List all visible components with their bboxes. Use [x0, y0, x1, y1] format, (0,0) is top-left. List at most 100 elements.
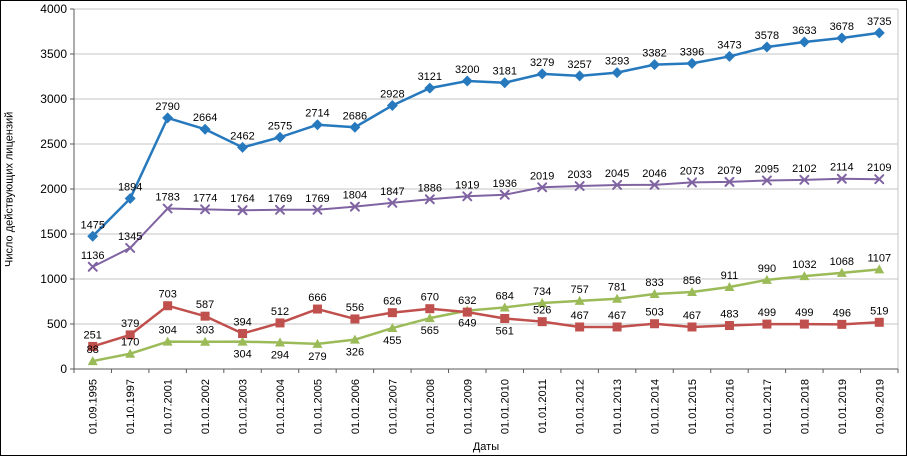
- series-line-green-triangle: [91, 268, 881, 363]
- y-tick-label: 4000: [40, 2, 67, 16]
- data-label: 1783: [155, 192, 179, 204]
- marker-diamond: [162, 112, 174, 124]
- x-tick-label: 01.01.2010: [500, 379, 512, 434]
- data-label: 1107: [867, 252, 891, 264]
- x-tick-label: 01.01.2003: [238, 379, 250, 434]
- data-label: 170: [121, 337, 139, 349]
- x-tick-label: 01.01.2007: [387, 379, 399, 434]
- data-label: 304: [158, 325, 176, 337]
- x-tick-label: 01.01.2014: [650, 379, 662, 434]
- marker-x: [125, 242, 136, 253]
- marker-square: [88, 341, 98, 351]
- y-tick-label: 2000: [40, 182, 67, 196]
- data-label: 496: [833, 307, 851, 319]
- marker-triangle: [836, 267, 847, 277]
- marker-square: [500, 314, 510, 324]
- marker-square: [200, 311, 210, 321]
- y-axis-title: Число действующих лицензий: [3, 111, 16, 267]
- y-tick-label: 1500: [40, 227, 67, 241]
- marker-square: [462, 307, 472, 317]
- data-label: 833: [645, 277, 663, 289]
- data-label: 1345: [118, 231, 142, 243]
- marker-triangle: [237, 336, 248, 346]
- data-labels-blue-diamond: 1475 1894 2790 2664 2462 2575 2714 2686 2928 3121…: [80, 16, 891, 231]
- marker-triangle: [612, 293, 623, 303]
- x-tick-label: 01.01.2008: [425, 379, 437, 434]
- marker-diamond: [761, 41, 773, 53]
- marker-square: [837, 319, 847, 329]
- marker-triangle: [424, 313, 435, 323]
- marker-x: [275, 204, 285, 215]
- data-label: 483: [720, 309, 738, 321]
- marker-x: [836, 173, 847, 184]
- marker-square: [125, 330, 135, 340]
- data-label: 684: [496, 290, 514, 302]
- marker-x: [649, 179, 660, 190]
- data-label: 294: [271, 350, 289, 362]
- marker-square: [350, 314, 360, 324]
- series-line-red-square: [91, 304, 881, 348]
- x-tick-label: 01.01.2006: [350, 379, 362, 434]
- marker-x: [499, 189, 510, 200]
- marker-triangle: [874, 264, 885, 274]
- marker-diamond: [87, 230, 99, 242]
- marker-diamond: [461, 75, 473, 87]
- data-label: 1886: [418, 182, 442, 194]
- data-label: 3382: [642, 48, 666, 60]
- marker-diamond: [349, 121, 361, 133]
- marker-diamond: [836, 32, 848, 44]
- marker-x: [612, 179, 623, 190]
- data-label: 3279: [530, 57, 554, 69]
- marker-x: [349, 201, 360, 212]
- x-tick-label: 01.01.2018: [799, 379, 811, 434]
- x-tick-label: 01.10.1997: [125, 379, 137, 434]
- data-label: 781: [608, 282, 626, 294]
- data-label: 1936: [492, 178, 516, 190]
- data-label: 379: [121, 318, 139, 330]
- data-label: 2575: [268, 120, 292, 132]
- marker-triangle: [574, 295, 585, 305]
- data-label: 670: [421, 292, 439, 304]
- data-label: 499: [795, 307, 813, 319]
- data-label: 1769: [268, 193, 292, 205]
- data-label: 2079: [717, 165, 741, 177]
- marker-triangle: [387, 323, 398, 333]
- series-red-square: [88, 301, 884, 351]
- data-label: 1136: [81, 250, 105, 262]
- x-tick-label: 01.01.2015: [687, 379, 699, 434]
- series-line-blue-diamond: [91, 31, 881, 238]
- x-axis-title: Даты: [472, 441, 500, 453]
- data-label: 2045: [605, 168, 629, 180]
- data-label: 649: [458, 318, 476, 330]
- marker-diamond: [611, 67, 623, 79]
- marker-x: [424, 194, 435, 205]
- marker-x: [761, 175, 772, 186]
- data-labels-red-square: 251 379 703 587 394 512 666 556 626 670 632 561 526 4…: [84, 289, 889, 342]
- marker-triangle: [125, 348, 136, 358]
- data-label: 757: [570, 284, 588, 296]
- data-label: 3293: [605, 56, 629, 68]
- data-label: 3121: [418, 71, 442, 83]
- data-label: 1068: [830, 256, 854, 268]
- marker-diamond: [274, 131, 286, 143]
- data-label: 2109: [867, 162, 891, 174]
- data-label: 2095: [755, 163, 779, 175]
- marker-x: [724, 176, 735, 187]
- data-label: 856: [683, 275, 701, 287]
- marker-square: [650, 319, 660, 329]
- marker-diamond: [199, 123, 211, 135]
- data-label: 2019: [530, 170, 554, 182]
- data-label: 526: [533, 305, 551, 317]
- x-tick-label: 01.01.2009: [462, 379, 474, 434]
- marker-square: [612, 322, 622, 332]
- data-label: 734: [533, 286, 551, 298]
- y-tick-label: 3000: [40, 92, 67, 106]
- marker-diamond: [311, 119, 323, 131]
- marker-triangle: [162, 336, 173, 346]
- marker-x: [200, 204, 211, 215]
- x-tick-label: 01.01.2019: [837, 379, 849, 434]
- marker-x: [237, 205, 248, 216]
- data-label: 990: [758, 263, 776, 275]
- x-tick-label: 01.07.2001: [163, 379, 175, 434]
